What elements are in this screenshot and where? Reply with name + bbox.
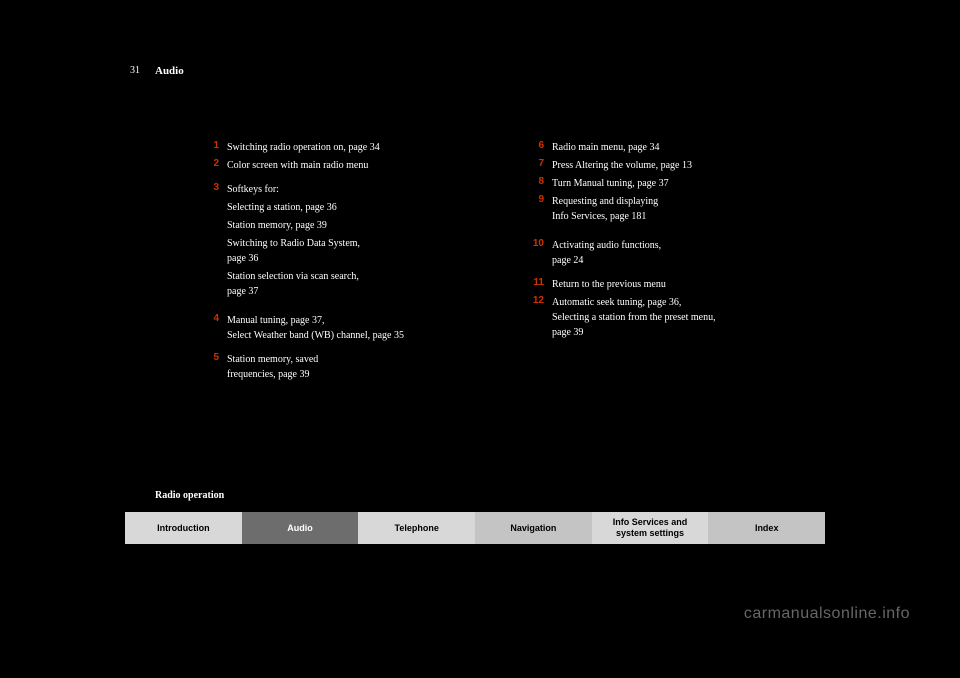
item-text: Radio main menu, page 34 xyxy=(552,140,659,155)
list-item: 10 Activating audio functions,page 24 xyxy=(530,238,805,268)
item-number: 8 xyxy=(530,176,544,187)
content-columns: 1 Switching radio operation on, page 34 … xyxy=(205,140,805,382)
page-number: 31 xyxy=(130,65,140,76)
item-text: Switching radio operation on, page 34 xyxy=(227,140,380,155)
item-text: Station memory, savedfrequencies, page 3… xyxy=(227,352,318,382)
list-item: 6 Radio main menu, page 34 xyxy=(530,140,805,155)
list-item: Station memory, page 39 xyxy=(205,218,480,233)
item-text: Automatic seek tuning, page 36,Selecting… xyxy=(552,295,716,340)
column-left: 1 Switching radio operation on, page 34 … xyxy=(205,140,480,382)
item-text: Switching to Radio Data System,page 36 xyxy=(227,236,360,266)
list-item: Station selection via scan search,page 3… xyxy=(205,269,480,299)
item-text: Selecting a station, page 36 xyxy=(227,200,337,215)
list-item: 4 Manual tuning, page 37,Select Weather … xyxy=(205,313,480,343)
column-right: 6 Radio main menu, page 34 7 Press Alter… xyxy=(530,140,805,382)
item-number: 6 xyxy=(530,140,544,151)
item-number: 1 xyxy=(205,140,219,151)
list-item: Selecting a station, page 36 xyxy=(205,200,480,215)
item-number: 7 xyxy=(530,158,544,169)
item-text: Turn Manual tuning, page 37 xyxy=(552,176,669,191)
list-item: 11 Return to the previous menu xyxy=(530,277,805,292)
list-item: 3 Softkeys for: xyxy=(205,182,480,197)
item-text: Requesting and displayingInfo Services, … xyxy=(552,194,658,224)
tab-info-services[interactable]: Info Services andsystem settings xyxy=(592,512,709,544)
list-item: 5 Station memory, savedfrequencies, page… xyxy=(205,352,480,382)
item-text: Return to the previous menu xyxy=(552,277,666,292)
item-text: Station memory, page 39 xyxy=(227,218,327,233)
item-number: 10 xyxy=(530,238,544,249)
footer-label: Radio operation xyxy=(155,490,224,501)
list-item: 9 Requesting and displayingInfo Services… xyxy=(530,194,805,224)
list-item: Switching to Radio Data System,page 36 xyxy=(205,236,480,266)
watermark: carmanualsonline.info xyxy=(744,605,910,623)
item-text: Manual tuning, page 37,Select Weather ba… xyxy=(227,313,404,343)
item-number: 4 xyxy=(205,313,219,324)
tab-audio[interactable]: Audio xyxy=(242,512,359,544)
item-text: Activating audio functions,page 24 xyxy=(552,238,661,268)
section-title: Audio xyxy=(155,65,184,77)
list-item: 1 Switching radio operation on, page 34 xyxy=(205,140,480,155)
item-number: 11 xyxy=(530,277,544,288)
list-item: 8 Turn Manual tuning, page 37 xyxy=(530,176,805,191)
item-number: 5 xyxy=(205,352,219,363)
item-number: 9 xyxy=(530,194,544,205)
item-text: Softkeys for: xyxy=(227,182,279,197)
item-text: Station selection via scan search,page 3… xyxy=(227,269,359,299)
list-item: 7 Press Altering the volume, page 13 xyxy=(530,158,805,173)
item-number: 3 xyxy=(205,182,219,193)
nav-tabs: Introduction Audio Telephone Navigation … xyxy=(125,512,825,544)
item-number: 12 xyxy=(530,295,544,306)
list-item: 2 Color screen with main radio menu xyxy=(205,158,480,173)
tab-introduction[interactable]: Introduction xyxy=(125,512,242,544)
list-item: 12 Automatic seek tuning, page 36,Select… xyxy=(530,295,805,340)
tab-telephone[interactable]: Telephone xyxy=(358,512,475,544)
tab-index[interactable]: Index xyxy=(708,512,825,544)
item-text: Color screen with main radio menu xyxy=(227,158,368,173)
item-text: Press Altering the volume, page 13 xyxy=(552,158,692,173)
tab-navigation[interactable]: Navigation xyxy=(475,512,592,544)
item-number: 2 xyxy=(205,158,219,169)
